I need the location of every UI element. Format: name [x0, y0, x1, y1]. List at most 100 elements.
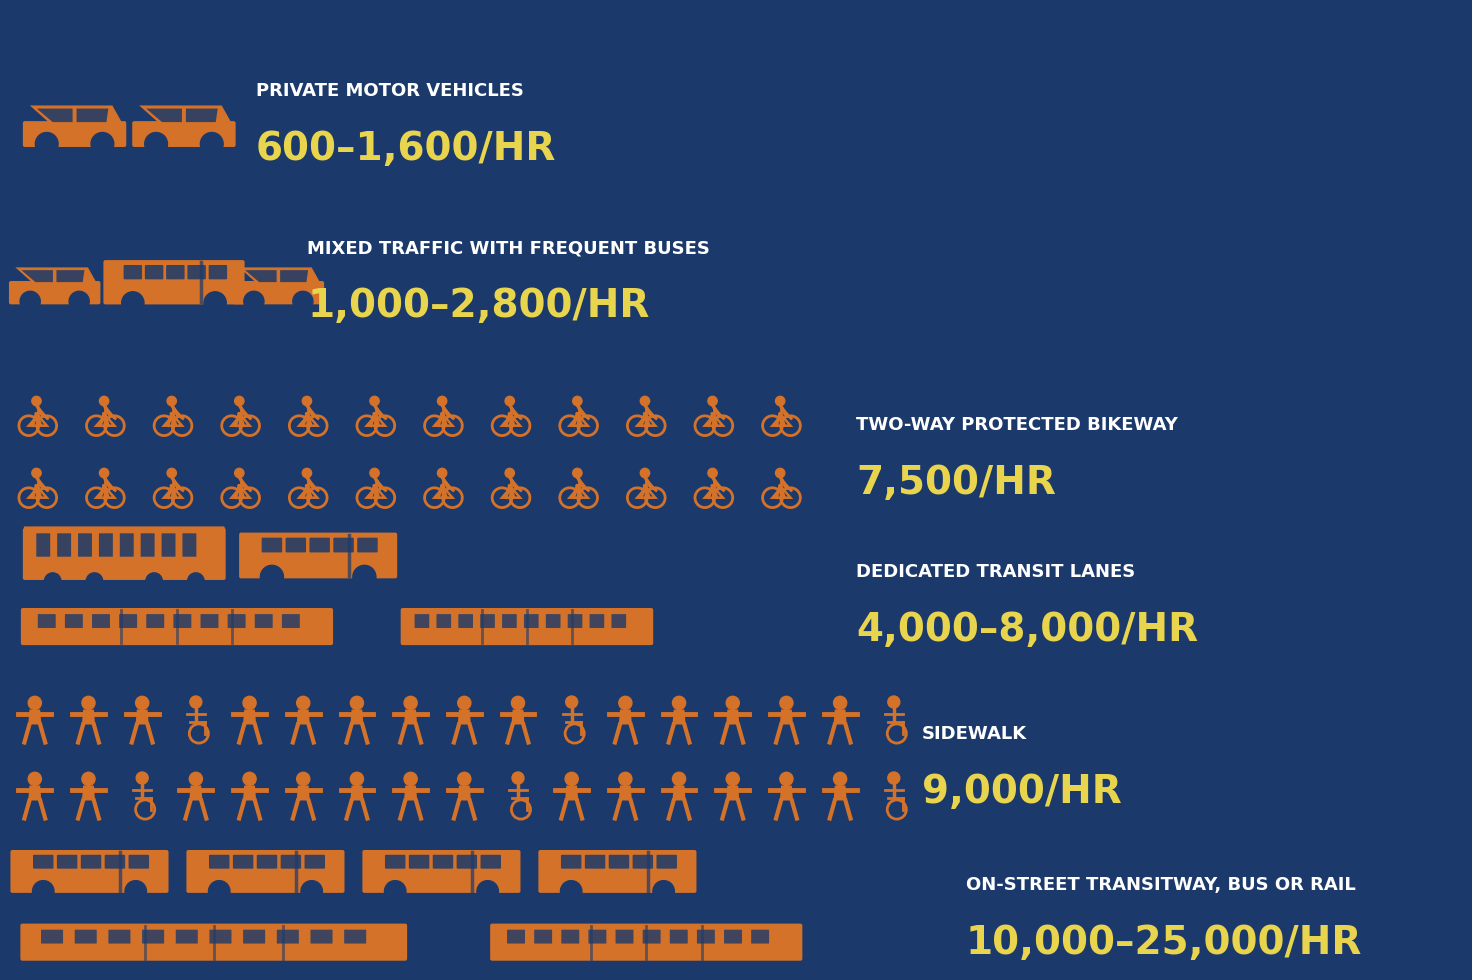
FancyBboxPatch shape: [24, 528, 225, 580]
Polygon shape: [618, 710, 631, 724]
FancyBboxPatch shape: [386, 855, 405, 868]
FancyBboxPatch shape: [696, 930, 715, 944]
Circle shape: [573, 468, 581, 477]
Polygon shape: [350, 710, 364, 724]
FancyBboxPatch shape: [65, 614, 82, 628]
Circle shape: [302, 396, 312, 406]
FancyBboxPatch shape: [41, 930, 63, 944]
Circle shape: [234, 396, 244, 406]
FancyBboxPatch shape: [311, 930, 333, 944]
FancyBboxPatch shape: [561, 855, 581, 868]
FancyBboxPatch shape: [615, 930, 633, 944]
Circle shape: [776, 468, 785, 477]
Circle shape: [505, 396, 514, 406]
Circle shape: [708, 468, 717, 477]
Circle shape: [437, 468, 447, 477]
Circle shape: [369, 468, 380, 477]
Polygon shape: [15, 268, 97, 283]
Text: 4,000–8,000/HR: 4,000–8,000/HR: [857, 611, 1198, 649]
FancyBboxPatch shape: [262, 538, 283, 553]
Polygon shape: [403, 786, 417, 801]
Circle shape: [44, 573, 60, 590]
Circle shape: [673, 697, 686, 710]
Polygon shape: [243, 710, 256, 724]
FancyBboxPatch shape: [458, 614, 473, 628]
Circle shape: [888, 696, 899, 708]
Circle shape: [244, 291, 263, 312]
FancyBboxPatch shape: [546, 614, 561, 628]
FancyBboxPatch shape: [524, 614, 539, 628]
FancyBboxPatch shape: [174, 614, 191, 628]
Polygon shape: [185, 109, 218, 122]
Circle shape: [302, 468, 312, 477]
FancyBboxPatch shape: [590, 614, 604, 628]
Polygon shape: [238, 268, 321, 283]
Circle shape: [28, 697, 41, 710]
FancyBboxPatch shape: [209, 930, 231, 944]
Circle shape: [780, 772, 793, 786]
Circle shape: [21, 291, 40, 312]
Text: ON-STREET TRANSITWAY, BUS OR RAIL: ON-STREET TRANSITWAY, BUS OR RAIL: [966, 876, 1356, 895]
FancyBboxPatch shape: [286, 538, 306, 553]
FancyBboxPatch shape: [256, 855, 277, 868]
Polygon shape: [833, 710, 846, 724]
FancyBboxPatch shape: [480, 614, 495, 628]
Polygon shape: [37, 109, 72, 122]
Polygon shape: [280, 270, 308, 282]
FancyBboxPatch shape: [437, 614, 450, 628]
FancyBboxPatch shape: [409, 855, 430, 868]
FancyBboxPatch shape: [109, 930, 131, 944]
Circle shape: [708, 396, 717, 406]
FancyBboxPatch shape: [105, 855, 125, 868]
Circle shape: [565, 696, 577, 708]
FancyBboxPatch shape: [309, 538, 330, 553]
Circle shape: [82, 697, 96, 710]
Circle shape: [87, 573, 103, 590]
Polygon shape: [29, 106, 122, 123]
Circle shape: [888, 772, 899, 784]
FancyBboxPatch shape: [233, 281, 324, 305]
FancyBboxPatch shape: [415, 614, 430, 628]
Circle shape: [297, 697, 309, 710]
Circle shape: [32, 396, 41, 406]
Circle shape: [122, 292, 144, 315]
Circle shape: [32, 468, 41, 477]
Circle shape: [640, 468, 649, 477]
FancyBboxPatch shape: [200, 614, 218, 628]
Polygon shape: [458, 786, 471, 801]
Text: 10,000–25,000/HR: 10,000–25,000/HR: [966, 924, 1362, 962]
Circle shape: [350, 772, 364, 786]
FancyBboxPatch shape: [132, 122, 236, 147]
FancyBboxPatch shape: [255, 614, 272, 628]
Polygon shape: [297, 786, 309, 801]
FancyBboxPatch shape: [37, 533, 50, 557]
FancyBboxPatch shape: [281, 614, 300, 628]
Circle shape: [403, 697, 417, 710]
Circle shape: [28, 772, 41, 786]
Text: 1,000–2,800/HR: 1,000–2,800/HR: [308, 287, 649, 325]
Polygon shape: [350, 786, 364, 801]
Polygon shape: [565, 786, 578, 801]
FancyBboxPatch shape: [32, 855, 53, 868]
FancyBboxPatch shape: [209, 265, 227, 279]
FancyBboxPatch shape: [143, 930, 163, 944]
FancyBboxPatch shape: [561, 930, 580, 944]
Polygon shape: [190, 786, 203, 801]
Circle shape: [353, 565, 375, 589]
FancyBboxPatch shape: [670, 930, 687, 944]
Circle shape: [673, 772, 686, 786]
Text: 7,500/HR: 7,500/HR: [857, 464, 1055, 502]
Polygon shape: [82, 786, 96, 801]
FancyBboxPatch shape: [93, 614, 110, 628]
FancyBboxPatch shape: [344, 930, 367, 944]
Polygon shape: [77, 109, 109, 122]
Circle shape: [190, 772, 203, 786]
FancyBboxPatch shape: [38, 614, 56, 628]
Circle shape: [458, 772, 471, 786]
FancyBboxPatch shape: [21, 923, 408, 960]
Circle shape: [833, 772, 846, 786]
Polygon shape: [246, 270, 277, 282]
FancyBboxPatch shape: [103, 260, 244, 305]
Circle shape: [437, 396, 447, 406]
Circle shape: [297, 772, 309, 786]
